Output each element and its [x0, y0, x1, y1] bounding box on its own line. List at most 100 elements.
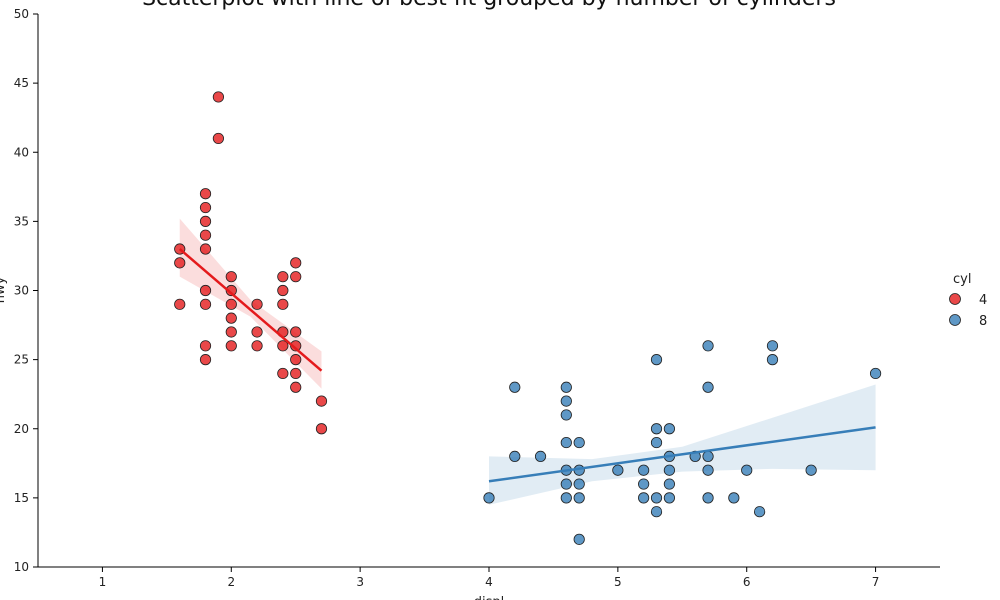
x-tick-label-2: 2 — [227, 575, 235, 589]
y-tick-label-45: 45 — [14, 76, 29, 90]
y-tick-label-35: 35 — [14, 214, 29, 228]
point-4-1 — [174, 257, 186, 269]
point-4-8 — [199, 284, 212, 297]
point-4-29 — [290, 257, 302, 269]
legend-title: cyl — [953, 272, 971, 287]
point-4-37 — [315, 423, 328, 435]
x-tick-label-6: 6 — [743, 575, 751, 589]
point-8-22 — [650, 436, 663, 449]
point-4-34 — [290, 367, 302, 380]
y-tick-label-15: 15 — [14, 491, 29, 505]
point-4-18 — [225, 326, 237, 338]
x-tick-label-7: 7 — [872, 575, 880, 589]
point-8-16 — [612, 464, 624, 476]
point-4-36 — [315, 395, 328, 407]
point-8-29 — [663, 492, 676, 504]
point-4-20 — [251, 298, 263, 310]
point-8-21 — [650, 423, 663, 435]
point-8-31 — [702, 340, 714, 352]
legend: cyl 4 8 — [949, 272, 987, 329]
legend-marker-4 — [949, 293, 961, 305]
x-axis-title: displ — [474, 595, 505, 600]
point-8-27 — [663, 464, 676, 476]
point-8-20 — [650, 354, 663, 366]
point-4-12 — [212, 91, 224, 103]
point-4-4 — [199, 201, 212, 214]
point-8-41 — [805, 464, 817, 476]
legend-marker-8 — [949, 314, 961, 326]
point-8-5 — [560, 395, 572, 407]
point-4-3 — [199, 188, 212, 200]
y-tick-label-30: 30 — [14, 284, 29, 298]
point-8-9 — [560, 478, 572, 490]
point-4-2 — [174, 298, 186, 310]
point-8-33 — [702, 450, 714, 462]
point-4-25 — [277, 298, 289, 310]
scatter-points — [174, 91, 882, 545]
point-8-25 — [663, 423, 676, 435]
point-4-6 — [199, 229, 212, 241]
legend-label-4: 4 — [979, 293, 987, 308]
point-8-1 — [509, 381, 521, 393]
point-4-21 — [251, 326, 263, 338]
point-4-7 — [199, 243, 212, 255]
point-4-9 — [199, 298, 212, 310]
point-4-5 — [199, 215, 212, 227]
point-4-28 — [277, 367, 289, 380]
point-4-27 — [277, 340, 289, 352]
x-tick-label-5: 5 — [614, 575, 622, 589]
point-4-10 — [199, 340, 212, 352]
point-8-32 — [702, 381, 714, 393]
x-tick-label-4: 4 — [485, 575, 493, 589]
point-4-13 — [212, 132, 224, 145]
fit-line-4 — [178, 248, 323, 372]
point-4-30 — [290, 271, 302, 283]
y-tick-label-40: 40 — [14, 145, 29, 159]
y-tick-label-25: 25 — [14, 353, 29, 367]
y-tick-label-50: 50 — [14, 7, 29, 21]
point-8-24 — [650, 506, 663, 518]
point-8-7 — [560, 436, 572, 449]
point-8-15 — [573, 533, 585, 545]
point-4-16 — [225, 298, 237, 310]
point-8-35 — [702, 492, 714, 504]
point-8-23 — [650, 492, 663, 504]
point-4-22 — [251, 340, 263, 352]
ci-band-8 — [489, 384, 876, 505]
point-8-11 — [573, 436, 585, 449]
x-tick-label-3: 3 — [356, 575, 364, 589]
y-axis-title: hwy — [0, 276, 8, 303]
point-8-17 — [638, 464, 650, 476]
fit-lines — [178, 248, 876, 483]
point-8-42 — [869, 367, 882, 380]
point-8-0 — [483, 492, 495, 504]
point-8-39 — [766, 340, 779, 352]
point-8-6 — [560, 409, 572, 421]
y-tick-label-20: 20 — [14, 422, 29, 436]
point-8-10 — [560, 492, 572, 504]
point-8-38 — [753, 506, 766, 518]
point-8-2 — [509, 450, 521, 462]
point-4-33 — [290, 354, 302, 366]
point-4-19 — [225, 340, 237, 352]
point-8-13 — [573, 478, 585, 490]
point-4-32 — [290, 340, 302, 352]
point-8-34 — [702, 464, 714, 476]
legend-label-8: 8 — [979, 314, 987, 329]
point-4-17 — [225, 312, 237, 324]
fit-line-8 — [488, 426, 876, 483]
point-8-18 — [638, 478, 650, 490]
point-8-28 — [663, 478, 676, 490]
point-8-14 — [573, 492, 585, 504]
point-4-31 — [290, 326, 302, 338]
chart-title: Scatterplot with line of best fit groupe… — [142, 0, 836, 11]
y-tick-label-10: 10 — [14, 560, 29, 574]
point-4-14 — [225, 271, 237, 283]
point-8-4 — [560, 381, 572, 393]
point-4-24 — [277, 284, 289, 297]
point-8-36 — [728, 492, 740, 504]
point-4-15 — [225, 284, 237, 297]
point-8-37 — [741, 464, 753, 476]
